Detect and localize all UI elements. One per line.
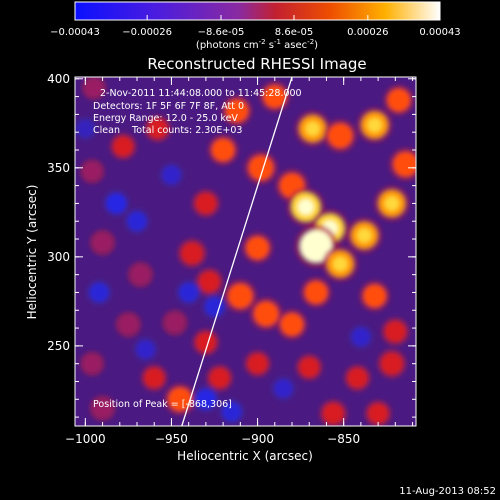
heatmap-blob	[211, 138, 235, 162]
heatmap-blob	[248, 155, 274, 181]
annotation-time-range: 2-Nov-2011 11:44:08.000 to 11:45:28.000	[100, 88, 302, 99]
heatmap-blob	[274, 379, 293, 398]
y-tick-label: 400	[47, 72, 70, 86]
heatmap-blob	[106, 193, 127, 214]
x-axis-ticks: −1000 −950 −900 −850	[65, 77, 414, 446]
heatmap-blob	[118, 314, 139, 335]
heatmap-blob	[222, 402, 242, 422]
heatmap-blob	[162, 165, 181, 185]
colorbar-ticks: −0.00043 −0.00026 −8.6e-05 8.6e-05 0.00026 0.…	[50, 15, 461, 38]
y-tick-label: 300	[47, 250, 70, 264]
heatmap-blob	[76, 119, 95, 138]
heatmap-blob	[113, 136, 134, 157]
y-tick-label: 250	[47, 339, 70, 353]
heatmap-blob	[393, 151, 416, 177]
heatmap-blob	[280, 313, 304, 337]
colorbar-unit-label: (photons cm-2 s-1 asec-2)	[196, 38, 318, 51]
colorbar: −0.00043 −0.00026 −8.6e-05 8.6e-05 0.00026 0.…	[50, 1, 461, 51]
heatmap-blob	[168, 387, 193, 412]
heatmap-blob	[198, 271, 220, 293]
heatmap-blob	[136, 340, 155, 359]
annotation-clean-counts: Clean Total counts: 2.30E+03	[93, 125, 242, 136]
heatmap-blob	[84, 78, 104, 97]
annotation-energy-range: Energy Range: 12.0 - 25.0 keV	[93, 113, 238, 124]
heatmap-blob	[246, 236, 270, 260]
heatmap-blob	[147, 118, 168, 139]
heatmap-blob	[225, 99, 249, 123]
heatmap-blob	[387, 88, 411, 112]
x-axis-label: Heliocentric X (arcsec)	[177, 449, 313, 463]
heatmap-blob	[247, 353, 268, 374]
x-tick-label: −900	[241, 432, 274, 446]
heatmap-blob	[253, 301, 279, 327]
annotation-peak-position: Position of Peak = [-868,306]	[93, 399, 232, 410]
heatmap-blob	[307, 237, 325, 255]
heatmap-blob	[327, 123, 353, 149]
heatmap-blob	[367, 403, 389, 424]
heatmap-blob	[332, 256, 348, 272]
heatmap-blob	[92, 232, 113, 253]
heatmap-blob	[299, 357, 320, 378]
heatmap-blob	[263, 85, 287, 109]
heatmap-blob	[181, 242, 204, 265]
heatmap-blob	[363, 284, 387, 308]
colorbar-tick-label: −8.6e-05	[198, 27, 245, 38]
heatmap-blob	[127, 211, 147, 231]
heatmap-blob	[195, 192, 217, 215]
heatmap-blob	[351, 327, 371, 347]
heatmap-blob	[89, 282, 109, 303]
x-tick-label: −1000	[65, 432, 106, 446]
colorbar-tick-label: −0.00026	[122, 27, 172, 38]
colorbar-tick-label: 0.00043	[419, 27, 460, 38]
colorbar-tick-label: 0.00026	[347, 27, 388, 38]
y-axis-ticks: 250 300 350 400	[47, 72, 416, 418]
x-tick-label: −850	[327, 432, 360, 446]
colorbar-tick-label: 8.6e-05	[275, 27, 313, 38]
heatmap-blob	[297, 199, 314, 215]
heatmap-blob	[305, 121, 320, 136]
colorbar-tick-label: −0.00043	[50, 27, 100, 38]
heatmap-blob	[165, 313, 185, 333]
chart-title: Reconstructed RHESSI Image	[147, 55, 366, 73]
heatmap-blob	[82, 162, 102, 181]
y-axis-label: Heliocentric Y (arcsec)	[25, 185, 39, 320]
heatmap-blob	[347, 367, 368, 389]
heatmap-blob	[144, 367, 165, 389]
heatmap-blob	[92, 398, 113, 418]
heatmap-blob	[195, 389, 217, 410]
heatmap-blob	[380, 352, 403, 375]
y-tick-label: 350	[47, 161, 70, 175]
footer-timestamp: 11-Aug-2013 08:52	[399, 486, 496, 497]
heatmap-image	[75, 77, 416, 426]
plot-area: −1000 −950 −900 −850 250 300 350 400 2-Nov-201…	[47, 72, 417, 446]
heatmap-blob	[384, 321, 406, 343]
heatmap-blob	[209, 367, 230, 389]
heatmap-blob	[178, 282, 199, 303]
x-tick-label: −950	[155, 432, 188, 446]
heatmap-blob	[384, 196, 400, 211]
heatmap-blob	[357, 228, 372, 243]
plot-frame	[74, 76, 417, 427]
heatmap-blob	[367, 117, 382, 133]
annotation-detectors: Detectors: 1F 5F 6F 7F 8F, Att 0	[93, 101, 244, 112]
heatmap-blob	[227, 283, 253, 309]
heatmap-blob	[304, 280, 328, 304]
colorbar-gradient	[74, 1, 441, 21]
heatmap-blob	[195, 332, 217, 353]
solar-limb-line	[181, 77, 293, 426]
heatmap-blob	[322, 402, 344, 425]
heatmap-blob	[82, 354, 102, 373]
heatmap-blob	[130, 264, 151, 285]
heatmap-blob	[204, 296, 225, 317]
